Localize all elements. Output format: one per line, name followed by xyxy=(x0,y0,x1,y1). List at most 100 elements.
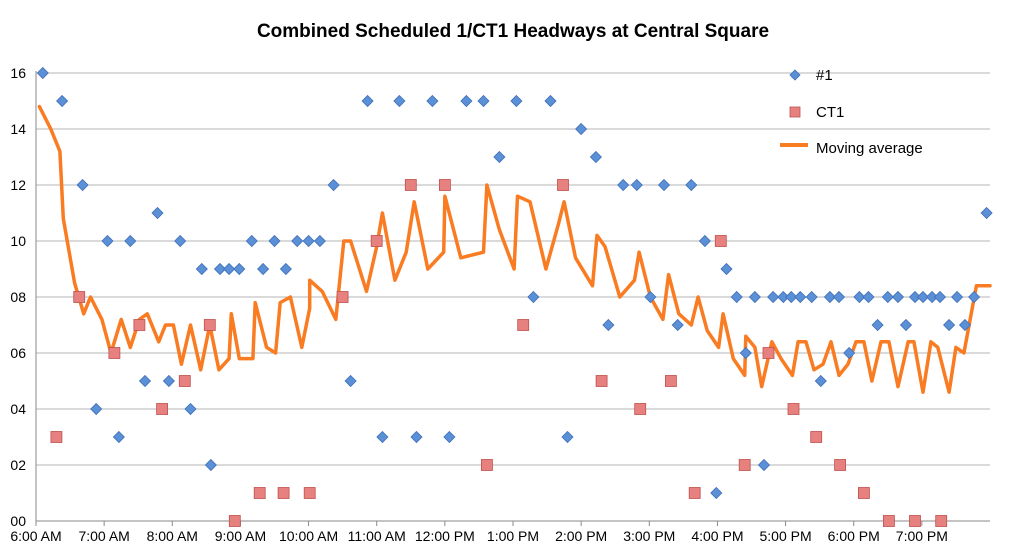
x-tick-label: 9:00 AM xyxy=(215,528,266,544)
route-1-point xyxy=(313,234,326,248)
x-tick-label: 6:00 PM xyxy=(828,528,880,544)
route-1-point xyxy=(510,94,523,108)
ct1-point xyxy=(336,291,349,303)
y-tick-label: 04 xyxy=(10,401,26,417)
route-1-point xyxy=(162,374,175,388)
route-1-point xyxy=(184,402,197,416)
route-1-point xyxy=(589,150,602,164)
route-1-point xyxy=(544,94,557,108)
moving-average-line xyxy=(37,104,992,394)
route-1-point xyxy=(410,430,423,444)
ct1-point xyxy=(595,375,608,387)
y-tick-label: 06 xyxy=(10,345,26,361)
route-1-point xyxy=(891,290,905,304)
ct1-point xyxy=(935,515,948,527)
route-1-point xyxy=(794,290,807,304)
route-1-point xyxy=(561,430,574,444)
y-tick-label: 10 xyxy=(10,233,26,249)
x-tick-label: 4:00 PM xyxy=(691,528,743,544)
route-1-point xyxy=(748,290,761,304)
route-1-point xyxy=(151,206,164,220)
ct1-point xyxy=(883,515,895,527)
route-1-point xyxy=(862,290,875,304)
route-1-point xyxy=(757,458,771,472)
ct1-point xyxy=(858,487,870,499)
ct1-point xyxy=(762,347,775,359)
route-1-point xyxy=(980,206,993,220)
route-1-point xyxy=(327,178,340,192)
route-1-point xyxy=(720,262,733,276)
route-1-point xyxy=(460,94,473,108)
route-1-point xyxy=(617,178,630,192)
route-1-point xyxy=(853,290,866,304)
route-1-point xyxy=(138,374,152,388)
route-1-point xyxy=(958,318,972,332)
route-1-point xyxy=(268,234,281,248)
ct1-point xyxy=(277,487,290,499)
moving-average-series xyxy=(37,104,992,394)
route-1-point xyxy=(630,178,643,192)
route-1-point xyxy=(426,94,439,108)
route-1-point xyxy=(767,290,780,304)
x-tick-label: 8:00 AM xyxy=(147,528,198,544)
ct1-point xyxy=(517,319,530,331)
route-1-point xyxy=(112,430,125,444)
ct1-point xyxy=(73,291,86,303)
ct1-point xyxy=(480,459,493,471)
route-1-point xyxy=(730,290,743,304)
route-1-point xyxy=(951,290,964,304)
route-1-point xyxy=(685,178,698,192)
legend-diamond-marker xyxy=(789,69,801,81)
legend-item-moving-average: Moving average xyxy=(780,140,923,157)
route-1-point xyxy=(710,486,723,500)
route-1-point xyxy=(56,94,69,108)
route-1-point xyxy=(101,234,114,248)
route-1-series xyxy=(36,66,993,500)
legend-square-marker xyxy=(789,106,801,118)
legend-label-moving-average: Moving average xyxy=(816,140,923,157)
route-1-point xyxy=(739,346,752,360)
route-1-point xyxy=(968,290,981,304)
route-1-point xyxy=(908,290,922,304)
ct1-point xyxy=(557,179,569,191)
route-1-point xyxy=(213,262,227,276)
ct1-point xyxy=(303,487,316,499)
legend-item-ct1: CT1 xyxy=(789,104,844,121)
legend-label-route-1: #1 xyxy=(816,67,833,84)
y-tick-label: 00 xyxy=(10,513,26,529)
route-1-point xyxy=(916,290,930,304)
x-tick-label: 7:00 PM xyxy=(896,528,948,544)
route-1-point xyxy=(257,262,270,276)
route-1-point xyxy=(823,290,836,304)
route-1-point xyxy=(602,318,615,332)
route-1-point xyxy=(361,94,374,108)
route-1-point xyxy=(36,66,49,80)
route-1-point xyxy=(698,234,711,248)
legend-item-route-1: #1 xyxy=(789,67,833,84)
ct1-point xyxy=(370,235,383,247)
ct1-point xyxy=(634,403,647,415)
x-tick-label: 6:00 AM xyxy=(10,528,61,544)
route-1-point xyxy=(477,94,490,108)
route-1-point xyxy=(76,178,89,192)
route-1-point xyxy=(843,346,856,360)
ct1-point xyxy=(228,515,241,527)
route-1-point xyxy=(90,402,103,416)
route-1-point xyxy=(233,262,246,276)
route-1-point xyxy=(805,290,818,304)
route-1-point xyxy=(376,430,389,444)
x-tick-label: 12:00 PM xyxy=(415,528,475,544)
x-tick-label: 7:00 AM xyxy=(78,528,129,544)
route-1-point xyxy=(393,94,406,108)
ct1-point xyxy=(156,403,169,415)
x-tick-label: 10:00 AM xyxy=(279,528,338,544)
ct1-point xyxy=(688,487,701,499)
ct1-point xyxy=(810,431,823,443)
legend-label-ct1: CT1 xyxy=(816,104,844,121)
route-1-point xyxy=(943,318,956,332)
x-tick-label: 11:00 AM xyxy=(348,528,406,544)
ct1-point xyxy=(787,403,800,415)
route-1-point xyxy=(777,290,790,304)
